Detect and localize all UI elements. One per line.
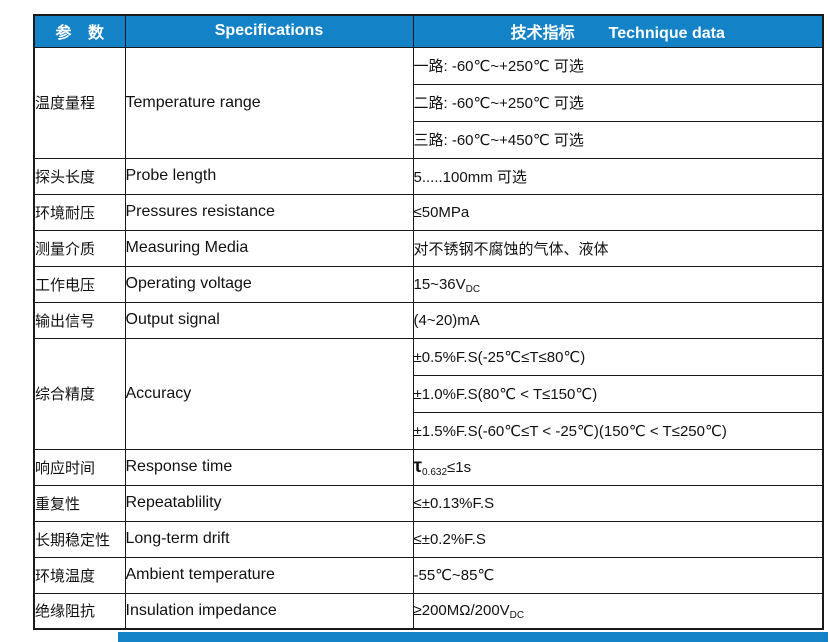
param-name-en: Operating voltage bbox=[124, 265, 414, 303]
value-text: ±0.5%F.S(-25℃≤T≤80℃) bbox=[413, 348, 586, 366]
technique-value-cell: ≤±0.2%F.S bbox=[412, 520, 824, 558]
technique-value-cell: ±0.5%F.S(-25℃≤T≤80℃) bbox=[412, 337, 824, 376]
subscript-text: DC bbox=[509, 610, 525, 622]
value-text: 15~36V bbox=[413, 275, 466, 293]
next-section-header-strip bbox=[118, 632, 828, 642]
param-name-cn: 测量介质 bbox=[33, 229, 126, 267]
header-cell-param: 参 数 bbox=[33, 14, 126, 48]
technique-value-cell: ±1.5%F.S(-60℃≤T < -25℃)(150℃ < T≤250℃) bbox=[412, 411, 824, 450]
value-text: 对不锈钢不腐蚀的气体、液体 bbox=[413, 240, 609, 258]
value-text: ±1.5%F.S(-60℃≤T < -25℃)(150℃ < T≤250℃) bbox=[413, 422, 727, 440]
param-name-cn: 重复性 bbox=[33, 484, 126, 522]
param-name-cn: 环境耐压 bbox=[33, 193, 126, 231]
table-row: 长期稳定性 Long-term drift ≤±0.2%F.S bbox=[33, 520, 824, 558]
value-text: 一路: -60℃~+250℃ 可选 bbox=[413, 58, 584, 75]
table-row: 三路: -60℃~+450℃ 可选 bbox=[34, 120, 824, 159]
value-text: -55℃~85℃ bbox=[413, 567, 495, 584]
spec-table: 参 数 Specifications 技术指标 Technique data 温度… bbox=[33, 14, 824, 630]
value-text: 二路: -60℃~+250℃ 可选 bbox=[413, 95, 584, 112]
value-text: ≤±0.13%F.S bbox=[413, 494, 495, 512]
value-text: 三路: -60℃~+450℃ 可选 bbox=[413, 132, 584, 149]
table-row: 环境耐压 Pressures resistance ≤50MPa bbox=[33, 193, 824, 231]
value-text: ±1.0%F.S(80℃ < T≤150℃) bbox=[413, 385, 598, 403]
param-name-cn: 探头长度 bbox=[33, 157, 126, 195]
technique-value-cell: 一路: -60℃~+250℃ 可选 bbox=[412, 46, 824, 85]
param-name-cn: 长期稳定性 bbox=[33, 520, 126, 558]
header-cell-specifications: Specifications bbox=[124, 14, 414, 48]
value-text: 5.....100mm 可选 bbox=[413, 168, 527, 186]
technique-value-cell: (4~20)mA bbox=[412, 301, 824, 339]
param-name-en: Output signal bbox=[124, 301, 414, 339]
header-row: 参 数 Specifications 技术指标 Technique data bbox=[33, 14, 824, 48]
subscript-text: 0.632 bbox=[421, 467, 448, 478]
technique-value-cell: ±1.0%F.S(80℃ < T≤150℃) bbox=[412, 374, 824, 413]
table-row: 环境温度 Ambient temperature -55℃~85℃ bbox=[33, 556, 824, 594]
table-row: 综合精度 Accuracy ±0.5%F.S(-25℃≤T≤80℃) bbox=[33, 337, 824, 450]
technique-value-cell: ≥200MΩ/200VDC bbox=[412, 592, 824, 630]
technique-value-cell: 5.....100mm 可选 bbox=[412, 157, 824, 195]
param-name-cn: 输出信号 bbox=[33, 301, 126, 339]
table-row: 响应时间 Response time τ0.632≤1s bbox=[33, 448, 824, 486]
table-row: 绝缘阻抗 Insulation impedance ≥200MΩ/200VDC bbox=[33, 592, 824, 630]
param-name-en: Pressures resistance bbox=[124, 193, 414, 231]
param-name-cn: 工作电压 bbox=[33, 265, 126, 303]
technique-value-cell: 二路: -60℃~+250℃ 可选 bbox=[412, 83, 824, 122]
param-name-en: Long-term drift bbox=[124, 520, 414, 558]
subscript-text: DC bbox=[465, 283, 481, 295]
table-row: 二路: -60℃~+250℃ 可选 bbox=[34, 83, 824, 122]
header-cell-technique: 技术指标 Technique data bbox=[412, 14, 824, 48]
table-row: ±1.5%F.S(-60℃≤T < -25℃)(150℃ < T≤250℃) bbox=[34, 411, 824, 450]
header-technique-cn: 技术指标 bbox=[510, 25, 575, 43]
table-row: 探头长度 Probe length 5.....100mm 可选 bbox=[33, 157, 824, 195]
value-text: ≥200MΩ/200V bbox=[413, 602, 510, 620]
param-name-cn: 响应时间 bbox=[33, 448, 126, 486]
technique-value-cell: -55℃~85℃ bbox=[412, 556, 824, 594]
header-technique-en: Technique data bbox=[608, 25, 725, 43]
technique-value-cell: ≤50MPa bbox=[412, 193, 824, 231]
technique-value-cell: ≤±0.13%F.S bbox=[412, 484, 824, 522]
technique-value-cell: 对不锈钢不腐蚀的气体、液体 bbox=[412, 229, 824, 267]
technique-value-cell: τ0.632≤1s bbox=[412, 448, 824, 486]
table-row: 温度量程 Temperature range 一路: -60℃~+250℃ 可选 bbox=[33, 46, 824, 159]
value-text: ≤50MPa bbox=[413, 203, 470, 221]
spec-table-body: 温度量程 Temperature range 一路: -60℃~+250℃ 可选 二路… bbox=[33, 46, 824, 630]
param-name-en: Temperature range bbox=[124, 46, 414, 159]
value-text: ≤1s bbox=[447, 459, 472, 476]
param-name-cn: 绝缘阻抗 bbox=[33, 592, 126, 630]
technique-value-cell: 三路: -60℃~+450℃ 可选 bbox=[412, 120, 824, 159]
param-name-cn: 温度量程 bbox=[33, 46, 126, 159]
table-row: 工作电压 Operating voltage 15~36VDC bbox=[33, 265, 824, 303]
param-name-en: Probe length bbox=[124, 157, 414, 195]
value-text: ≤±0.2%F.S bbox=[413, 530, 486, 548]
param-name-en: Measuring Media bbox=[124, 229, 414, 267]
param-name-en: Response time bbox=[124, 448, 414, 486]
value-text: (4~20)mA bbox=[413, 311, 480, 329]
table-row: 重复性 Repeatablility ≤±0.13%F.S bbox=[33, 484, 824, 522]
tau-symbol: τ bbox=[413, 456, 422, 477]
technique-value-cell: 15~36VDC bbox=[412, 265, 824, 303]
param-name-en: Accuracy bbox=[124, 337, 414, 450]
param-name-cn: 环境温度 bbox=[33, 556, 126, 594]
table-row: 测量介质 Measuring Media 对不锈钢不腐蚀的气体、液体 bbox=[33, 229, 824, 267]
param-name-en: Ambient temperature bbox=[124, 556, 414, 594]
table-row: 输出信号 Output signal (4~20)mA bbox=[33, 301, 824, 339]
param-name-en: Repeatablility bbox=[124, 484, 414, 522]
param-name-cn: 综合精度 bbox=[33, 337, 126, 450]
param-name-en: Insulation impedance bbox=[124, 592, 414, 630]
